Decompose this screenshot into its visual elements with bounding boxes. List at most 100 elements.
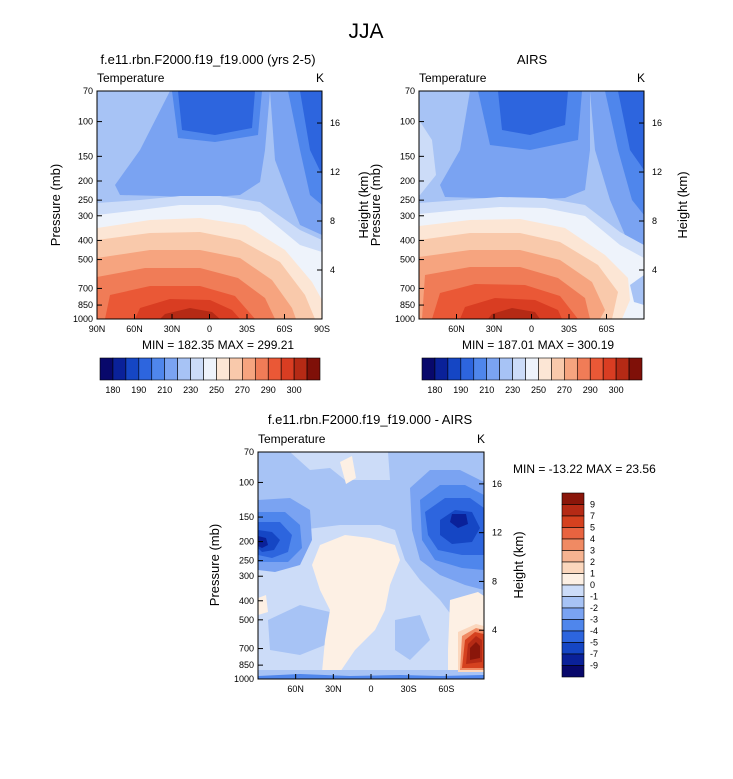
- stats-model: MIN = 182.35 MAX = 299.21: [142, 338, 294, 352]
- y2-axis-label-diff: Height (km): [511, 531, 526, 598]
- y-tick-label: 1000: [234, 674, 254, 684]
- colorbar-swatch: [499, 357, 513, 381]
- x-tick-label: 60N: [287, 684, 304, 694]
- y2-tick-label: 4: [652, 265, 657, 275]
- colorbar-label: 290: [583, 385, 598, 395]
- colorbar-label: -5: [590, 638, 598, 648]
- y-tick-label: 200: [78, 176, 93, 186]
- colorbar-label: -7: [590, 649, 598, 659]
- y-tick-label: 500: [400, 255, 415, 265]
- y2-tick-label: 12: [492, 528, 502, 538]
- colorbar-label: 0: [590, 580, 595, 590]
- y-ticks-model: 70 100 150 200 250 300 400 500 700 850 1000: [73, 86, 102, 324]
- colorbar-label: 300: [287, 385, 302, 395]
- y2-tick-label: 12: [330, 167, 340, 177]
- x-tick-label: 0: [368, 684, 373, 694]
- x-tick-label: 30S: [561, 324, 577, 334]
- contour-fill-diff: [268, 605, 330, 655]
- y-tick-label: 200: [239, 537, 254, 547]
- y-tick-label: 100: [239, 477, 254, 487]
- variable-label-airs: Temperature: [419, 71, 487, 85]
- panel-title-airs: AIRS: [517, 52, 548, 67]
- colorbar-swatch: [561, 561, 585, 574]
- colorbar-label: -1: [590, 592, 598, 602]
- colorbar-swatch: [576, 357, 591, 381]
- colorbar-swatch: [538, 357, 552, 381]
- colorbar-label: 1: [590, 569, 595, 579]
- colorbar-swatch: [564, 357, 578, 381]
- y2-ticks-airs: 16 12 8 4: [639, 118, 662, 275]
- colorbar-swatch: [561, 596, 585, 609]
- colorbar-swatch: [561, 527, 585, 540]
- stats-diff: MIN = -13.22 MAX = 23.56: [513, 462, 656, 476]
- contour-fill-airs: [618, 91, 644, 170]
- colorbar-swatch: [99, 357, 114, 381]
- y-tick-label: 400: [239, 596, 254, 606]
- panel-diff: f.e11.rbn.F2000.f19_f19.000 - AIRS Tempe…: [207, 412, 656, 694]
- y-tick-label: 700: [400, 283, 415, 293]
- y-ticks-airs: 70 100 150 200 250 300 400 500 700 850 1000: [395, 86, 424, 324]
- y2-axis-label-model: Height (km): [356, 171, 371, 238]
- stats-airs: MIN = 187.01 MAX = 300.19: [462, 338, 614, 352]
- colorbar-swatch: [561, 619, 585, 632]
- colorbar-swatch: [229, 357, 243, 381]
- y-tick-label: 850: [239, 660, 254, 670]
- y2-tick-label: 16: [652, 118, 662, 128]
- contour-fill-model: [178, 91, 255, 135]
- y-tick-label: 400: [78, 235, 93, 245]
- y-tick-label: 850: [78, 300, 93, 310]
- colorbar-swatch: [216, 357, 230, 381]
- colorbar-swatch: [293, 357, 308, 381]
- y2-tick-label: 16: [330, 118, 340, 128]
- contour-fill-airs: [630, 275, 644, 305]
- y2-tick-label: 16: [492, 479, 502, 489]
- colorbar-label: 230: [505, 385, 520, 395]
- y2-tick-label: 8: [330, 216, 335, 226]
- x-tick-label: 60S: [598, 324, 614, 334]
- contour-plot-airs: [418, 90, 645, 320]
- y-axis-label-airs: Pressure (mb): [368, 164, 383, 246]
- x-tick-label: 60N: [126, 324, 143, 334]
- x-tick-label: 30S: [239, 324, 255, 334]
- units-label-model: K: [316, 71, 324, 85]
- x-tick-label: 60S: [438, 684, 454, 694]
- colorbar-model: 180 190 210 230 250 270 290 300: [99, 357, 321, 395]
- y-tick-label: 300: [400, 211, 415, 221]
- y2-ticks-model: 16 12 8 4: [317, 118, 340, 275]
- x-tick-label: 30S: [401, 684, 417, 694]
- y-tick-label: 700: [78, 283, 93, 293]
- x-tick-label: 60S: [276, 324, 292, 334]
- colorbar-label: 250: [209, 385, 224, 395]
- colorbar-swatch: [561, 504, 585, 517]
- panel-title-model: f.e11.rbn.F2000.f19_f19.000 (yrs 2-5): [100, 52, 315, 67]
- colorbar-label: 180: [105, 385, 120, 395]
- colorbar-swatch: [177, 357, 191, 381]
- colorbar-label: 7: [590, 511, 595, 521]
- x-tick-label: 90S: [314, 324, 330, 334]
- variable-label-model: Temperature: [97, 71, 165, 85]
- x-tick-label: 30N: [164, 324, 181, 334]
- colorbar-label: 9: [590, 500, 595, 510]
- colorbar-label: -2: [590, 603, 598, 613]
- colorbar-swatch: [615, 357, 630, 381]
- colorbar-swatch: [589, 357, 604, 381]
- colorbar-swatch: [486, 357, 500, 381]
- colorbar-swatch: [561, 642, 585, 655]
- colorbar-swatch: [602, 357, 617, 381]
- colorbar-swatch: [561, 538, 585, 551]
- contour-fill-airs: [419, 120, 436, 195]
- contour-fill-model: [160, 308, 220, 319]
- colorbar-swatch: [512, 357, 526, 381]
- y2-ticks-diff: 16 12 8 4: [479, 479, 502, 635]
- panel-model: f.e11.rbn.F2000.f19_f19.000 (yrs 2-5) Te…: [48, 52, 371, 395]
- colorbar-label: 250: [531, 385, 546, 395]
- contour-fill-diff: [312, 535, 400, 672]
- y-tick-label: 1000: [73, 314, 93, 324]
- colorbar-swatch: [460, 357, 475, 381]
- y-ticks-diff: 70 100 150 200 250 300 400 500 700 850 1000: [234, 447, 263, 684]
- colorbar-swatch: [306, 357, 321, 381]
- colorbar-swatch: [551, 357, 565, 381]
- y-tick-label: 150: [239, 512, 254, 522]
- colorbar-label: 5: [590, 523, 595, 533]
- x-tick-label: 30N: [325, 684, 342, 694]
